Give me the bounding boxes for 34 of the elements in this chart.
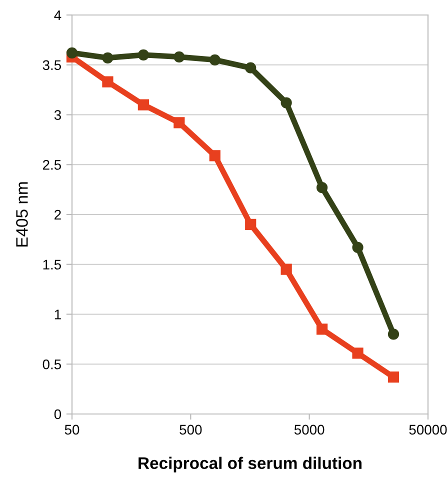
point bbox=[245, 62, 256, 74]
point bbox=[66, 47, 78, 58]
y-axis-title: E405 nm bbox=[16, 182, 28, 246]
y-tick-label: 1.5 bbox=[43, 260, 62, 270]
y-tick-label: 4 bbox=[54, 10, 62, 20]
y-tick-label: 3 bbox=[54, 110, 61, 120]
y-tick-label: 3.5 bbox=[42, 60, 62, 70]
point bbox=[388, 328, 400, 340]
y-tick-label: 1 bbox=[54, 310, 61, 320]
point bbox=[280, 264, 292, 275]
y-tick-label: 2.5 bbox=[42, 160, 62, 170]
x-tick-label: 500 bbox=[180, 424, 202, 435]
point bbox=[138, 99, 149, 110]
point bbox=[388, 372, 400, 383]
y-tick-label: 0 bbox=[54, 409, 62, 420]
x-tick-label: 5000 bbox=[294, 424, 324, 435]
point bbox=[245, 218, 256, 230]
x-tick-label: 50000 bbox=[409, 424, 447, 435]
point bbox=[209, 54, 220, 66]
y-tick-label: 2 bbox=[54, 210, 61, 220]
point bbox=[174, 51, 185, 62]
point bbox=[316, 324, 328, 335]
x-tick-label: 50 bbox=[64, 424, 80, 435]
point bbox=[102, 52, 114, 64]
point bbox=[138, 49, 149, 60]
point bbox=[352, 348, 364, 359]
point bbox=[352, 242, 364, 253]
x-axis-title: Reciprocal of serum dilution bbox=[138, 456, 362, 472]
point bbox=[174, 117, 185, 128]
point bbox=[280, 97, 292, 108]
y-tick-label: 0.5 bbox=[42, 359, 62, 370]
point bbox=[102, 76, 114, 88]
point bbox=[209, 150, 220, 162]
point bbox=[316, 182, 328, 194]
